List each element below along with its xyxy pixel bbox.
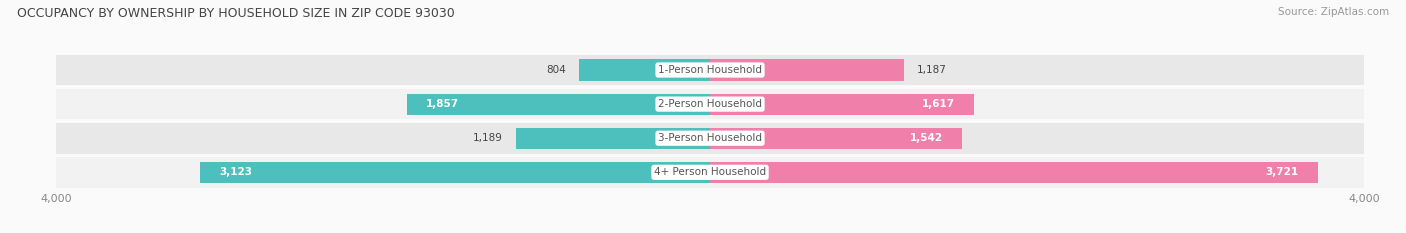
Bar	[710, 59, 904, 81]
Bar	[710, 162, 1319, 183]
Text: 1,857: 1,857	[426, 99, 460, 109]
Text: 3,123: 3,123	[219, 167, 252, 177]
Text: 4+ Person Household: 4+ Person Household	[654, 167, 766, 177]
Text: 1,187: 1,187	[917, 65, 948, 75]
Bar	[56, 89, 1364, 120]
Bar	[56, 55, 1364, 85]
Bar	[200, 162, 710, 183]
Bar	[710, 128, 962, 149]
Text: OCCUPANCY BY OWNERSHIP BY HOUSEHOLD SIZE IN ZIP CODE 93030: OCCUPANCY BY OWNERSHIP BY HOUSEHOLD SIZE…	[17, 7, 454, 20]
Bar	[56, 157, 1364, 188]
Bar	[56, 123, 1364, 154]
Text: 1,189: 1,189	[472, 133, 502, 143]
Text: 3-Person Household: 3-Person Household	[658, 133, 762, 143]
Text: 1,617: 1,617	[921, 99, 955, 109]
Bar	[579, 59, 710, 81]
Bar	[406, 93, 710, 115]
Text: 804: 804	[546, 65, 565, 75]
Text: 1-Person Household: 1-Person Household	[658, 65, 762, 75]
Text: 1,542: 1,542	[910, 133, 942, 143]
Bar	[710, 93, 974, 115]
Text: 3,721: 3,721	[1265, 167, 1299, 177]
Text: 2-Person Household: 2-Person Household	[658, 99, 762, 109]
Text: Source: ZipAtlas.com: Source: ZipAtlas.com	[1278, 7, 1389, 17]
Bar	[516, 128, 710, 149]
